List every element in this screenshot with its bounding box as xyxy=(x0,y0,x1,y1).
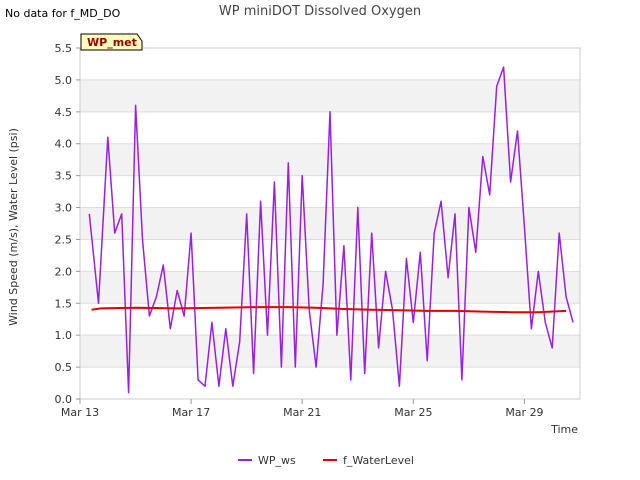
station-label-text: WP_met xyxy=(87,36,137,49)
series-group xyxy=(88,66,574,394)
plot-band xyxy=(80,335,580,368)
y-tick-label: 3.0 xyxy=(55,202,73,215)
legend-label: f_WaterLevel xyxy=(343,454,414,467)
y-tick-label: 0.5 xyxy=(55,361,73,374)
station-label-box xyxy=(80,33,143,51)
plot-band xyxy=(80,207,580,240)
y-axis-label: Wind Speed (m/s), Water Level (psi) xyxy=(7,128,20,326)
legend: WP_ws f_WaterLevel xyxy=(238,454,414,467)
x-tick-label: Mar 17 xyxy=(172,406,210,419)
x-tick-label: Mar 13 xyxy=(61,406,99,419)
x-tick-label: Mar 29 xyxy=(505,406,543,419)
y-tick-label: 5.0 xyxy=(55,74,73,87)
y-axis: 0.0 0.5 1.0 1.5 2.0 2.5 3.0 3.5 4.0 4.5 5.0 5.5 xyxy=(55,42,80,406)
plot-frame xyxy=(79,47,581,400)
y-tick-label: 4.5 xyxy=(55,106,73,119)
x-axis: Mar 13 Mar 17 Mar 21 Mar 25 Mar 29 xyxy=(61,399,544,419)
y-tick-label: 1.5 xyxy=(55,297,73,310)
plot-band xyxy=(80,271,580,304)
x-tick-label: Mar 21 xyxy=(283,406,321,419)
station-label-badge: WP_met xyxy=(80,33,143,51)
plot-band xyxy=(80,143,580,176)
y-tick-label: 2.5 xyxy=(55,233,73,246)
series-line-f-waterlevel xyxy=(91,306,567,314)
y-tick-label: 3.5 xyxy=(55,170,73,183)
series-line-wp-ws xyxy=(88,66,574,394)
y-tick-label: 4.0 xyxy=(55,138,73,151)
y-tick-label: 0.0 xyxy=(55,393,73,406)
y-tick-label: 5.5 xyxy=(55,42,73,55)
y-tick-label: 1.0 xyxy=(55,329,73,342)
x-tick-label: Mar 25 xyxy=(394,406,432,419)
no-data-note: No data for f_MD_DO xyxy=(5,7,121,20)
plot-bands xyxy=(80,79,580,368)
chart-title: WP miniDOT Dissolved Oxygen xyxy=(219,4,421,19)
y-tick-label: 2.0 xyxy=(55,265,73,278)
legend-label: WP_ws xyxy=(258,454,296,467)
x-axis-label: Time xyxy=(550,423,578,436)
